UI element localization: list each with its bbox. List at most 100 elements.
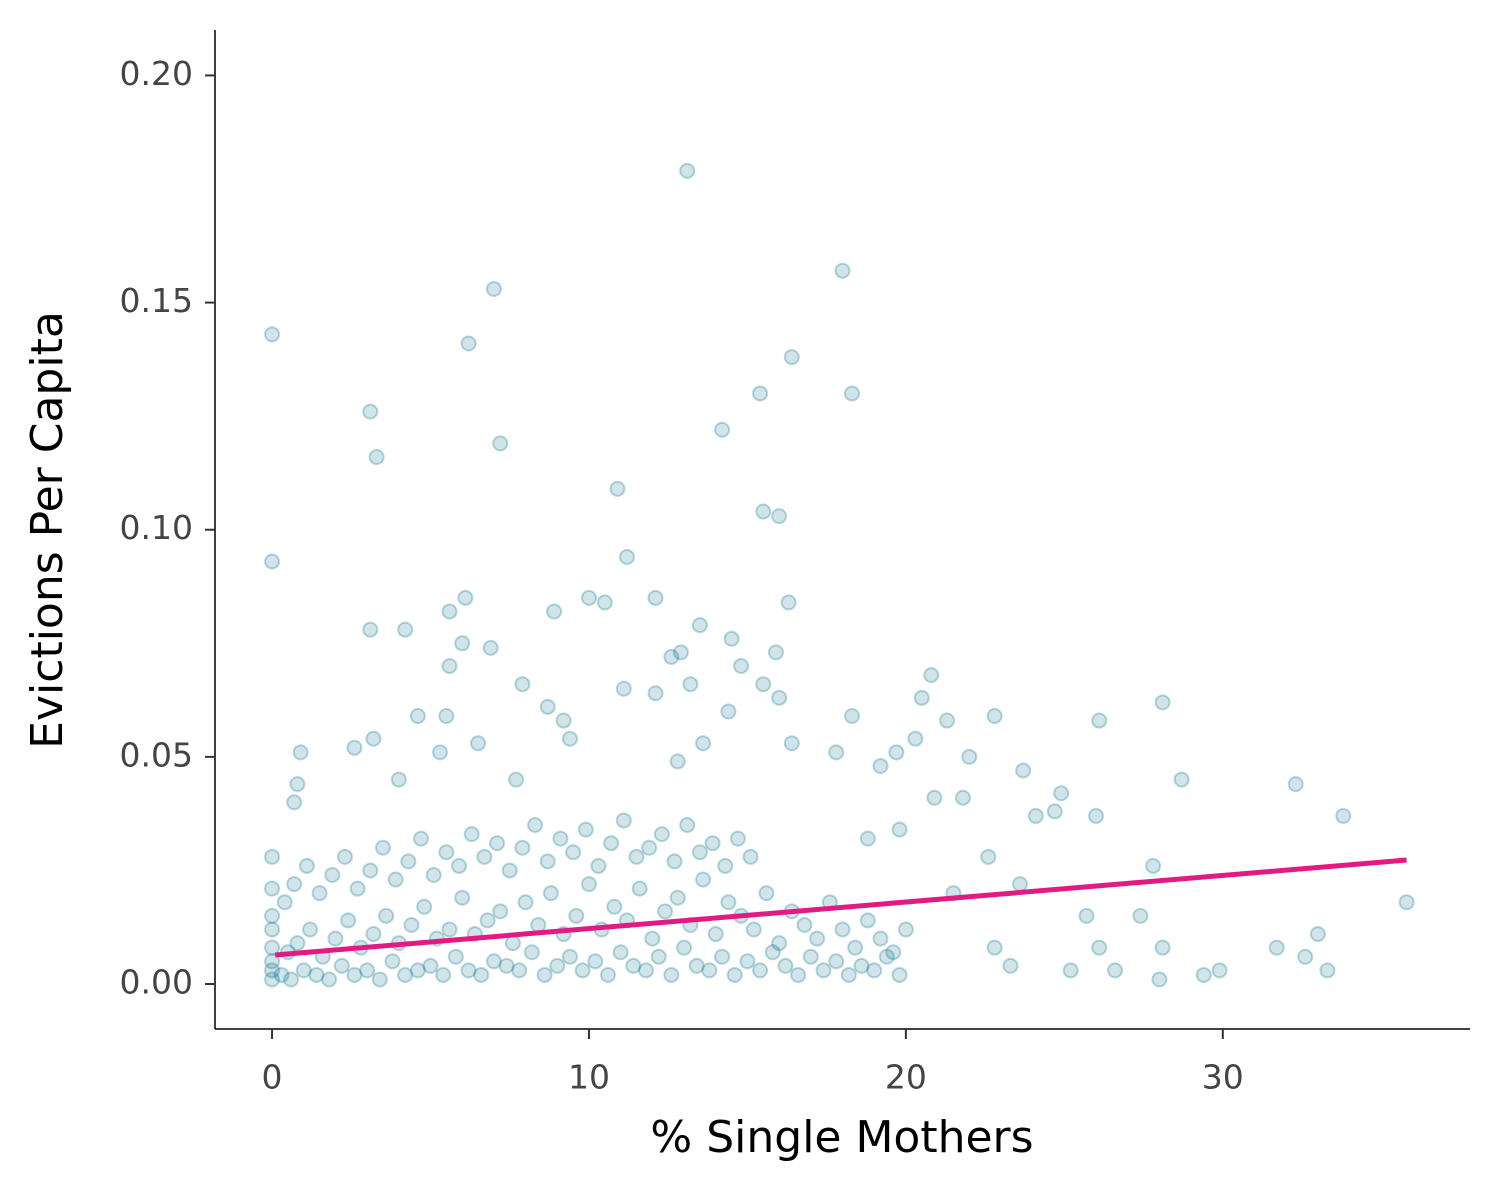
point (273, 966, 290, 983)
point (546, 603, 563, 620)
point (752, 962, 769, 979)
point (387, 871, 404, 888)
point (878, 948, 895, 965)
point (729, 830, 746, 847)
point (580, 589, 597, 606)
point (755, 676, 772, 693)
point (815, 962, 832, 979)
point (565, 844, 582, 861)
point (365, 926, 382, 943)
point (283, 971, 300, 988)
point (676, 939, 693, 956)
point (346, 739, 363, 756)
point (580, 876, 597, 893)
point (1027, 807, 1044, 824)
point (1154, 939, 1171, 956)
point (409, 962, 426, 979)
y-tick-label: 0.15 (120, 281, 193, 320)
point (954, 789, 971, 806)
point (264, 880, 281, 897)
point (1062, 962, 1079, 979)
point (482, 639, 499, 656)
point (628, 848, 645, 865)
point (771, 935, 788, 952)
x-tick-label: 30 (1202, 1058, 1244, 1097)
point (1398, 894, 1415, 911)
point (432, 744, 449, 761)
point (625, 957, 642, 974)
point (451, 857, 468, 874)
point (264, 553, 281, 570)
point (539, 853, 556, 870)
point (923, 667, 940, 684)
point (695, 871, 712, 888)
point (454, 635, 471, 652)
point (264, 939, 281, 956)
point (641, 839, 658, 856)
point (308, 966, 325, 983)
point (302, 921, 319, 938)
point (840, 966, 857, 983)
point (733, 658, 750, 675)
point (374, 839, 391, 856)
point (771, 508, 788, 525)
point (980, 848, 997, 865)
point (872, 930, 889, 947)
point (514, 839, 531, 856)
point (885, 944, 902, 961)
point (745, 921, 762, 938)
point (859, 912, 876, 929)
point (457, 589, 474, 606)
point (264, 971, 281, 988)
point (463, 826, 480, 843)
point (606, 898, 623, 915)
point (615, 680, 632, 697)
point (492, 435, 509, 452)
point (568, 907, 585, 924)
point (511, 962, 528, 979)
point (441, 921, 458, 938)
point (679, 817, 696, 834)
point (653, 826, 670, 843)
point (631, 880, 648, 897)
point (295, 962, 312, 979)
point (609, 480, 626, 497)
point (289, 935, 306, 952)
point (336, 848, 353, 865)
point (717, 857, 734, 874)
point (264, 326, 281, 343)
point (359, 962, 376, 979)
point (473, 966, 490, 983)
point (561, 948, 578, 965)
point (647, 685, 664, 702)
y-tick-label: 0.00 (120, 963, 193, 1002)
point (783, 735, 800, 752)
point (264, 907, 281, 924)
point (552, 830, 569, 847)
y-tick-label: 0.20 (120, 54, 193, 93)
point (961, 748, 978, 765)
point (504, 935, 521, 952)
point (298, 857, 315, 874)
point (771, 689, 788, 706)
point (508, 771, 525, 788)
point (596, 594, 613, 611)
point (688, 957, 705, 974)
point (1287, 776, 1304, 793)
point (853, 957, 870, 974)
point (527, 817, 544, 834)
point (501, 862, 518, 879)
point (422, 957, 439, 974)
point (714, 948, 731, 965)
point (438, 844, 455, 861)
point (1154, 694, 1171, 711)
point (780, 594, 797, 611)
point (485, 953, 502, 970)
point (691, 617, 708, 634)
point (691, 844, 708, 861)
point (758, 885, 775, 902)
point (1132, 907, 1149, 924)
point (561, 730, 578, 747)
point (333, 957, 350, 974)
